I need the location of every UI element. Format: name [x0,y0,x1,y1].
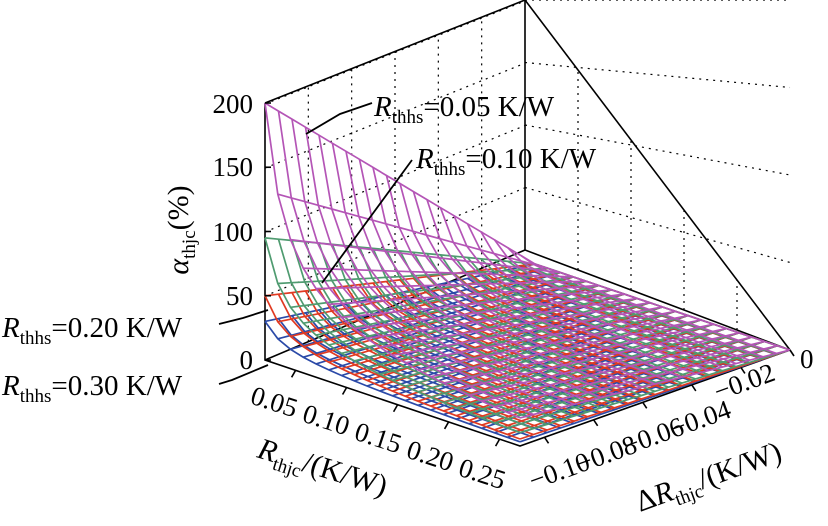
series-annotations: Rthhs=0.05 K/W Rthhs=0.10 K/W Rthhs=0.20… [1,91,597,407]
surface-mesh-line [521,255,777,355]
tick-mark [341,387,348,395]
surface-mesh-line [385,175,642,389]
grid-lines [264,0,791,342]
surface-mesh-line [358,284,615,409]
y-tick-label: 0 [800,344,814,374]
surface-mesh-line [264,102,521,419]
annotation-rthhs-020: Rthhs=0.20 K/W [1,312,183,349]
z-tick-label: 0 [240,345,254,375]
surface-mesh-line [466,223,723,368]
z-tick-label: 100 [213,217,254,247]
tick-mark [642,401,648,409]
tick-mark [494,438,501,447]
x-tick-label: 0.05 [247,380,301,423]
z-tick-label: 200 [213,89,254,119]
tick-mark [740,367,746,374]
surface-mesh-line [453,215,710,372]
z-tick-label: 50 [226,281,253,311]
z-tick-labels: 0 50 100 150 200 [213,89,254,375]
surface-mesh-line [264,295,521,440]
surface-mesh-line [331,143,588,402]
surface-mesh-line [304,127,561,409]
z-tick-label: 150 [213,152,254,182]
surface-mesh-line [426,199,683,378]
tick-mark [789,349,795,357]
surface-mesh-line [277,238,534,430]
surface-mesh-line [318,135,575,406]
surface-mesh-line [480,231,737,365]
tick-marks [265,102,795,447]
tick-mark [543,436,550,444]
leader-rthhs-020 [218,309,269,325]
surface-mesh-line [264,237,521,434]
surface-mesh-line [480,258,737,368]
surface-mesh-line [264,320,521,443]
surface-mesh-line [291,118,548,412]
leader-rthhs-010 [321,159,413,284]
svg-text:αthjc(%): αthjc(%) [162,185,200,274]
annotation-rthhs-005: Rthhs=0.05 K/W [373,91,555,128]
tick-mark [443,421,450,430]
z-grid-line [524,61,791,89]
surfaces [264,102,791,443]
z-grid-line [524,124,791,176]
surface-mesh-line [399,292,656,397]
surface-mesh-line [291,240,548,426]
tick-mark [691,384,697,392]
back-top-edge [524,0,791,351]
z-axis-label: αthjc(%) [162,185,200,274]
annotation-leaders [218,102,413,385]
leader-rthhs-030 [218,364,269,385]
x-tick-label: 0.25 [455,452,509,495]
x-tick-label: 0.15 [351,416,405,459]
surface-mesh-line [534,263,791,351]
surface-mesh-line [372,167,629,392]
annotation-rthhs-030: Rthhs=0.30 K/W [1,370,183,407]
surface-mesh-line [493,239,750,362]
x-tick-label: 0.10 [299,398,353,441]
annotation-rthhs-010: Rthhs=0.10 K/W [415,143,597,180]
tick-mark [592,419,599,427]
surface-mesh-line [507,247,764,358]
surface-mesh-line [358,159,615,395]
surface-mesh-line [277,110,534,416]
back-frame [264,0,791,351]
tick-mark [392,404,399,413]
surface-series [264,102,791,419]
surface-mesh-line [466,256,723,372]
surface-mesh-line [345,151,602,399]
surface-mesh-line [399,183,656,385]
surface-mesh-line [439,207,696,375]
surface-mesh-line [412,191,669,382]
x-tick-label: 0.20 [403,434,457,477]
z-grid-line [524,186,791,264]
surface-mesh-line [304,241,561,421]
tick-mark [290,369,297,378]
leader-rthhs-005 [305,102,373,135]
